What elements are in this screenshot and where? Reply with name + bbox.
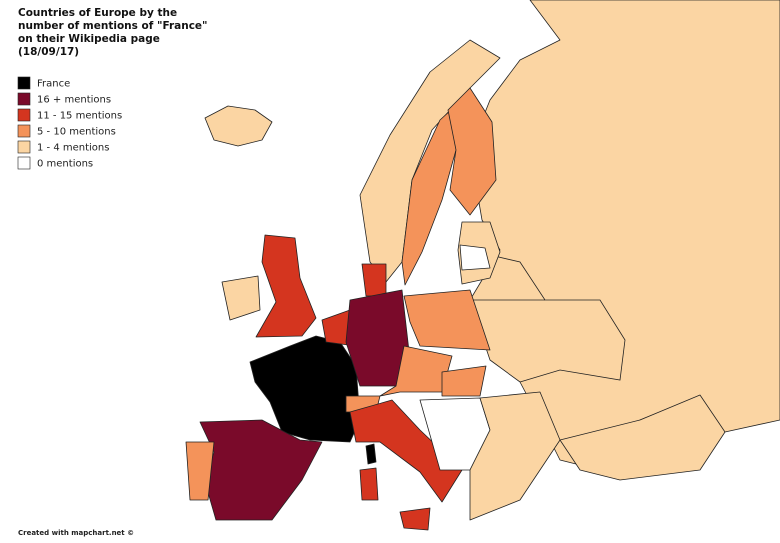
country (359, 39, 501, 283)
title-line: on their Wikipedia page (18, 33, 160, 45)
country (204, 105, 273, 147)
legend-label: 16 + mentions (37, 95, 111, 106)
title-line: number of mentions of "France" (18, 20, 208, 32)
legend-label: 0 mentions (37, 159, 93, 170)
country (469, 391, 561, 521)
country (349, 399, 463, 503)
legend-label: 1 - 4 mentions (37, 143, 109, 154)
legend-label: 11 - 15 mentions (37, 111, 122, 122)
legend-label: France (37, 79, 70, 90)
legend-label: 5 - 10 mentions (37, 127, 116, 138)
country (359, 467, 379, 501)
countries (185, 0, 780, 531)
credit: Created with mapchart.net © (18, 529, 134, 537)
legend-swatch (17, 92, 31, 106)
legend-swatch (17, 124, 31, 138)
legend-swatch (17, 108, 31, 122)
country (403, 289, 491, 351)
legend-swatch (17, 76, 31, 90)
border (489, 254, 626, 383)
title-line: Countries of Europe by the (18, 7, 177, 19)
country (447, 87, 497, 216)
legend-swatch (17, 156, 31, 170)
country (361, 263, 387, 297)
country (379, 345, 453, 397)
country (255, 234, 317, 338)
country (459, 244, 491, 271)
title-line: (18/09/17) (18, 46, 79, 58)
country (365, 443, 377, 465)
country (221, 275, 261, 321)
country (399, 507, 431, 531)
country (185, 441, 215, 501)
country (441, 365, 487, 397)
legend-swatch (17, 140, 31, 154)
country (559, 394, 726, 481)
